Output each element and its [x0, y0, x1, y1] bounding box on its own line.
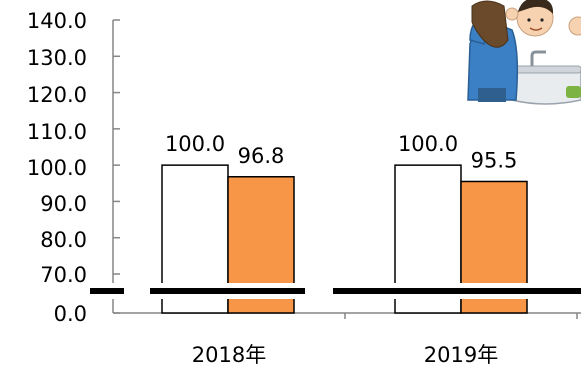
data-label: 95.5	[471, 148, 518, 172]
y-tick-label: 140.0	[27, 9, 87, 33]
axis-break-band	[150, 288, 305, 294]
axis-break-band	[333, 288, 581, 294]
data-label: 96.8	[238, 144, 285, 168]
y-tick-label: 0.0	[54, 302, 87, 326]
x-tick-label: 2018年	[192, 343, 266, 367]
data-label: 100.0	[398, 132, 458, 156]
y-tick-label: 130.0	[27, 46, 87, 70]
y-tick-label: 80.0	[40, 228, 87, 252]
data-labels: 100.0 96.8 100.0 95.5	[165, 132, 517, 172]
x-tick-label: 2019年	[424, 343, 498, 367]
y-tick-label: 110.0	[27, 120, 87, 144]
hair-washing-illustration-icon	[462, 0, 581, 105]
axis-break-band	[90, 288, 124, 294]
y-tick-labels: 140.0 130.0 120.0 110.0 100.0 90.0 80.0 …	[27, 9, 87, 326]
y-tick-label: 90.0	[40, 192, 87, 216]
y-tick-label: 70.0	[40, 263, 87, 287]
y-axis	[112, 19, 581, 319]
y-tick-label: 100.0	[27, 156, 87, 180]
y-tick-label: 120.0	[27, 83, 87, 107]
x-tick-labels: 2018年 2019年	[192, 343, 498, 367]
data-label: 100.0	[165, 132, 225, 156]
axis-break-marks	[90, 283, 581, 299]
